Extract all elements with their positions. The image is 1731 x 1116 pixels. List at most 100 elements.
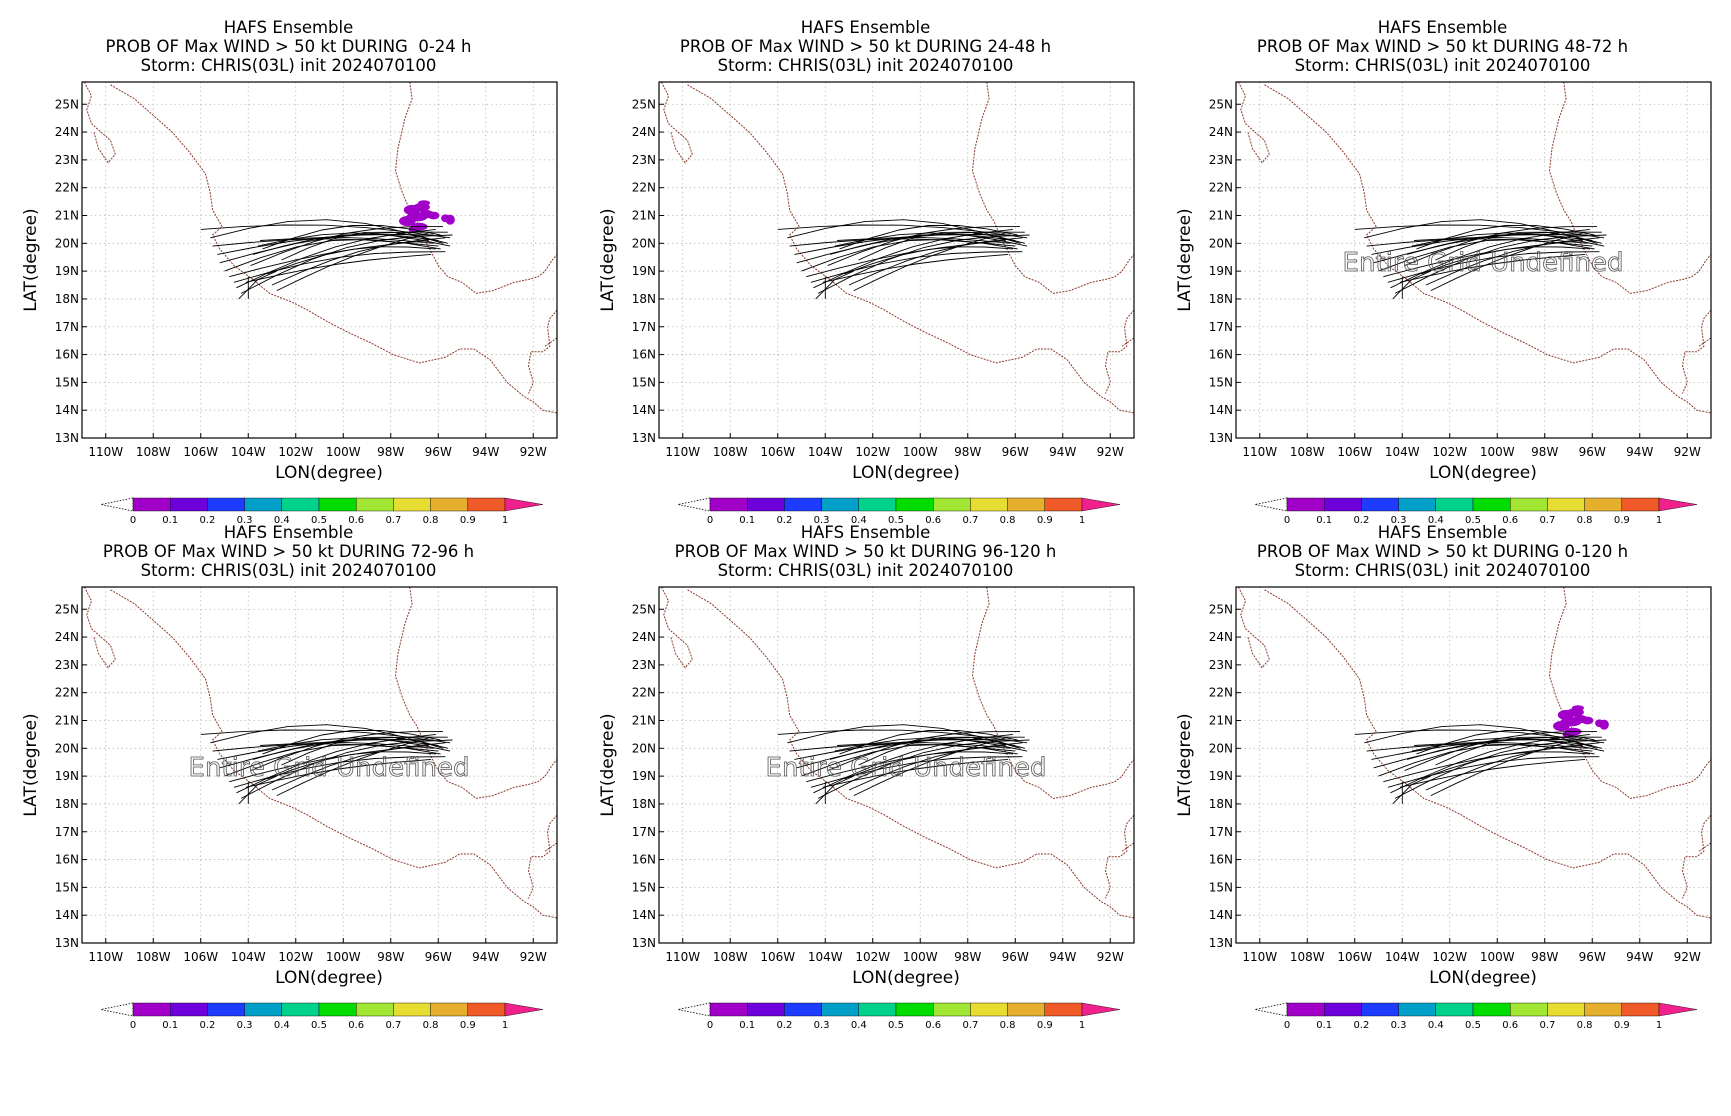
colorbar-label: 0.8 [1000, 1020, 1016, 1031]
title-line-2: PROB OF Max WIND > 50 kt DURING 96-120 h [674, 542, 1057, 561]
title-line-1: HAFS Ensemble [1377, 18, 1508, 37]
colorbar-label: 0.6 [925, 1020, 941, 1031]
colorbar-high-arrow [1081, 1002, 1121, 1017]
colorbar-segment [169, 1002, 208, 1017]
x-tick-label: 110W [1242, 950, 1277, 964]
x-tick-label: 102W [855, 950, 890, 964]
colorbar-label: 0.5 [888, 1020, 904, 1031]
colorbar-segment [784, 1002, 822, 1017]
colorbar-high-arrow [504, 497, 544, 512]
track-line [853, 736, 1009, 797]
title-line-1: HAFS Ensemble [800, 523, 931, 542]
colorbar-label: 0 [1284, 515, 1290, 526]
title-line-2: PROB OF Max WIND > 50 kt DURING 72-96 h [102, 542, 475, 561]
x-tick-label: 110W [665, 950, 700, 964]
colorbar-label: 0 [707, 1020, 713, 1031]
colorbar-label: 0.3 [1391, 1020, 1407, 1031]
y-tick-label: 23N [55, 658, 79, 672]
colorbar-segment [281, 1002, 320, 1017]
y-tick-label: 23N [632, 153, 656, 167]
colorbar-label: 1 [502, 1020, 508, 1031]
title-line-3: Storm: CHRIS(03L) init 2024070100 [717, 561, 1014, 580]
track-line [1435, 736, 1602, 766]
title-line-2: PROB OF Max WIND > 50 kt DURING 48-72 h [1256, 37, 1629, 56]
y-tick-label: 16N [55, 348, 79, 362]
track-line [236, 228, 436, 289]
coastline [1237, 81, 1270, 164]
y-tick-label: 22N [55, 686, 79, 700]
colorbar-high-arrow [504, 1002, 544, 1017]
colorbar-label: 0 [707, 515, 713, 526]
title-line-2: PROB OF Max WIND > 50 kt DURING 24-48 h [679, 37, 1052, 56]
y-tick-label: 18N [632, 292, 656, 306]
x-tick-label: 98W [954, 445, 981, 459]
coastline [971, 586, 1135, 799]
y-tick-label: 14N [1209, 908, 1233, 922]
track-line [1392, 775, 1431, 805]
colorbar-low-arrow [100, 497, 134, 512]
map-panel-4: HAFS Ensemble PROB OF Max WIND > 50 kt DU… [0, 505, 577, 1063]
coastline [1698, 842, 1712, 852]
track-line [787, 724, 1021, 749]
y-tick-label: 22N [55, 181, 79, 195]
x-axis-label: LON(degree) [852, 463, 960, 483]
x-tick-label: 92W [1097, 950, 1124, 964]
colorbar-label: 0.3 [237, 1020, 253, 1031]
title-line-3: Storm: CHRIS(03L) init 2024070100 [140, 561, 437, 580]
x-tick-label: 108W [1290, 445, 1325, 459]
x-axis-label: LON(degree) [1429, 463, 1537, 483]
x-tick-label: 108W [136, 950, 171, 964]
x-tick-label: 100W [903, 445, 938, 459]
y-tick-label: 21N [1209, 209, 1233, 223]
y-tick-label: 17N [1209, 320, 1233, 334]
prob-blob [418, 200, 430, 206]
title-line-1: HAFS Ensemble [223, 18, 354, 37]
title-line-1: HAFS Ensemble [800, 18, 931, 37]
y-tick-label: 20N [632, 236, 656, 250]
colorbar-label: 0.8 [1577, 1020, 1593, 1031]
y-tick-label: 20N [1209, 236, 1233, 250]
prob-blob [427, 211, 440, 220]
x-tick-label: 106W [1337, 445, 1372, 459]
x-tick-label: 96W [425, 950, 452, 964]
colorbar-segment [1323, 1002, 1362, 1017]
colorbar-label: 0.3 [814, 1020, 830, 1031]
track-line [1435, 231, 1602, 261]
colorbar-label: 0.7 [1539, 1020, 1555, 1031]
prob-blob [1595, 719, 1604, 728]
track-line [813, 228, 1013, 289]
colorbar-label: 0.7 [962, 515, 978, 526]
colorbar-segment [709, 1002, 748, 1017]
x-tick-label: 106W [183, 950, 218, 964]
track-line [1425, 742, 1600, 791]
track-line [1425, 237, 1600, 286]
y-tick-label: 17N [55, 825, 79, 839]
track-line [1406, 738, 1593, 760]
colorbar: 0 0.1 0.2 0.3 0.4 0.5 0.6 0.7 0.8 0.9 1 [100, 497, 544, 526]
y-tick-label: 14N [632, 403, 656, 417]
track-line [1421, 751, 1590, 780]
track-line [837, 742, 1011, 749]
prob-blob [399, 216, 416, 227]
track-line [1390, 228, 1590, 289]
colorbar-segment [1286, 1002, 1325, 1017]
x-tick-label: 100W [326, 950, 361, 964]
colorbar-label: 0.6 [925, 515, 941, 526]
track-line [271, 237, 446, 286]
colorbar-segment [1584, 1002, 1623, 1017]
track-line [858, 231, 1025, 261]
track-line [839, 729, 1018, 755]
colorbar-high-arrow [1081, 497, 1121, 512]
track-line [822, 758, 1009, 788]
colorbar-label: 1 [1656, 515, 1662, 526]
track-line [281, 736, 448, 766]
x-tick-label: 102W [1432, 950, 1467, 964]
x-tick-label: 108W [1290, 950, 1325, 964]
colorbar-label: 0 [130, 1020, 136, 1031]
y-tick-label: 25N [55, 602, 79, 616]
colorbar-high-arrow [1658, 1002, 1698, 1017]
y-tick-label: 24N [632, 630, 656, 644]
x-tick-label: 94W [472, 445, 499, 459]
colorbar-segment [821, 1002, 860, 1017]
